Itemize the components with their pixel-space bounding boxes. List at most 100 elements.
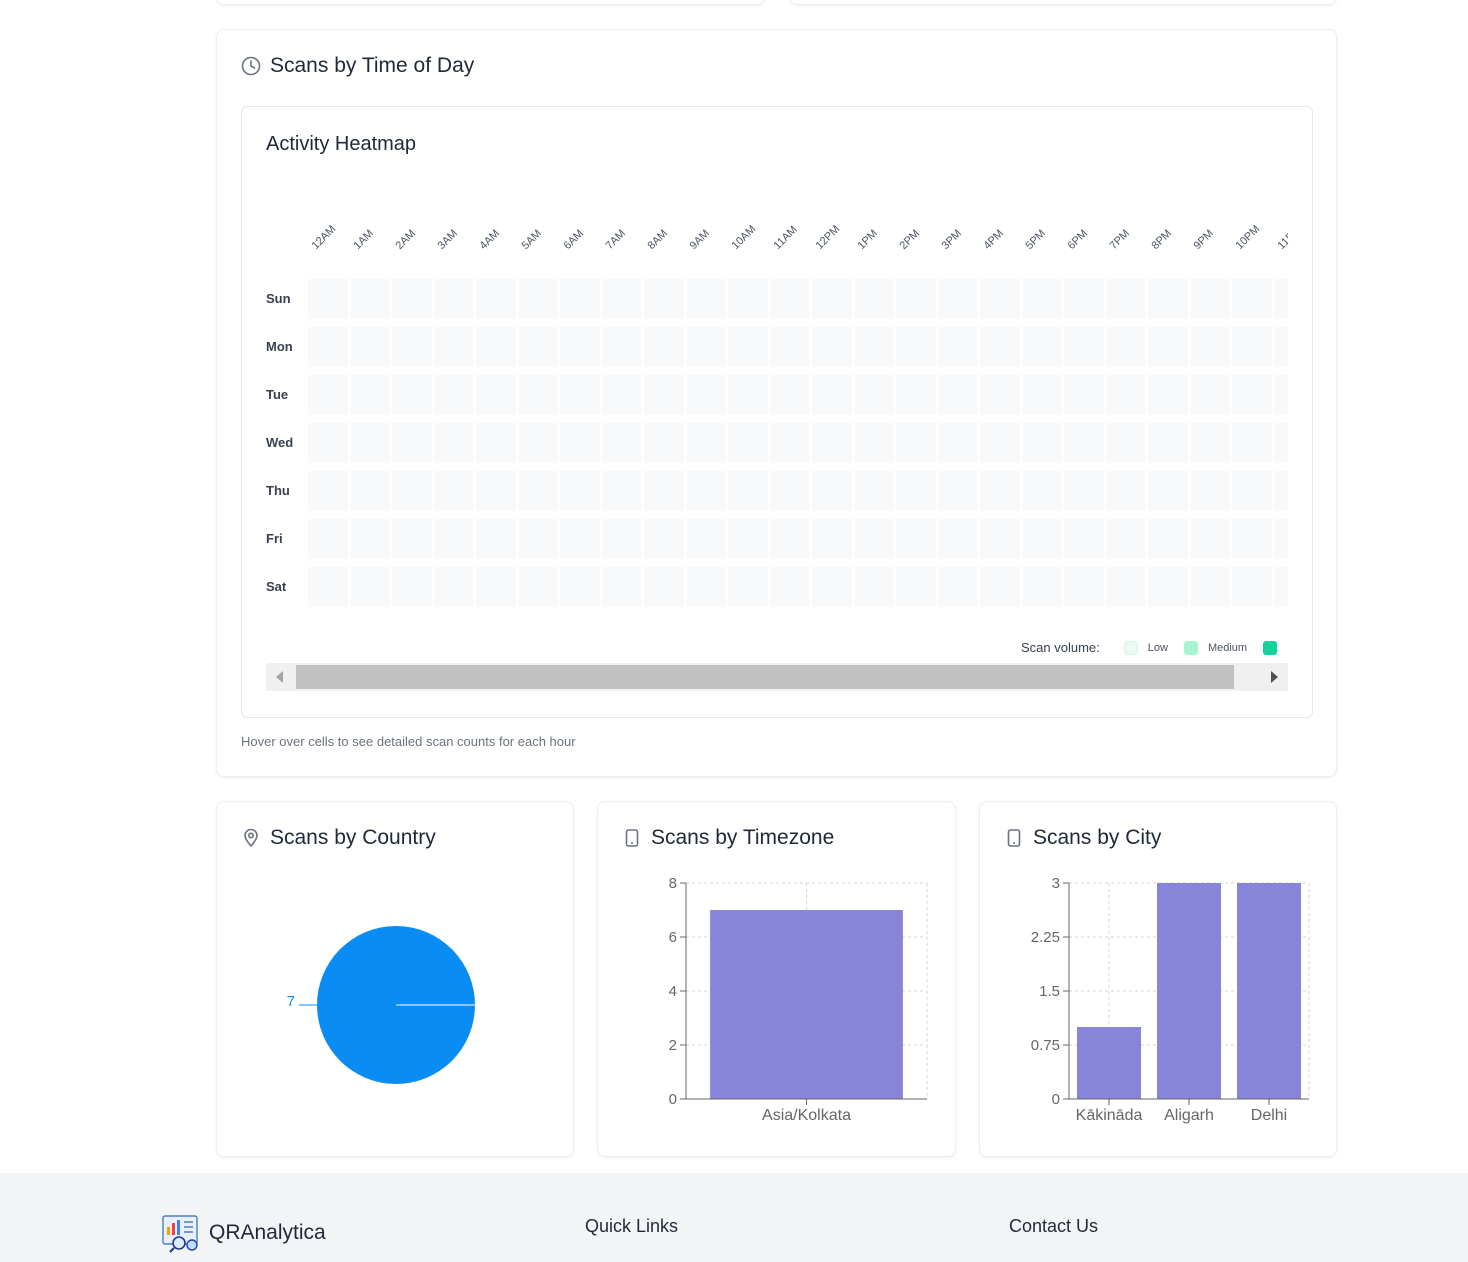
heatmap-cell[interactable]	[1022, 375, 1062, 415]
heatmap-cell[interactable]	[560, 327, 600, 367]
heatmap-cell[interactable]	[854, 519, 894, 559]
heatmap-cell[interactable]	[1064, 567, 1104, 607]
heatmap-cell[interactable]	[1190, 375, 1230, 415]
heatmap-cell[interactable]	[980, 423, 1020, 463]
heatmap-cell[interactable]	[896, 375, 936, 415]
heatmap-cell[interactable]	[1190, 471, 1230, 511]
heatmap-cell[interactable]	[560, 471, 600, 511]
heatmap-cell[interactable]	[560, 519, 600, 559]
heatmap-cell[interactable]	[1190, 519, 1230, 559]
heatmap-cell[interactable]	[560, 279, 600, 319]
heatmap-cell[interactable]	[476, 519, 516, 559]
heatmap-cell[interactable]	[728, 567, 768, 607]
heatmap-cell[interactable]	[476, 279, 516, 319]
heatmap-cell[interactable]	[350, 327, 390, 367]
heatmap-scrollbar[interactable]	[266, 663, 1288, 691]
heatmap-cell[interactable]	[392, 519, 432, 559]
heatmap-cell[interactable]	[770, 519, 810, 559]
heatmap-cell[interactable]	[1232, 327, 1272, 367]
heatmap-cell[interactable]	[518, 327, 558, 367]
heatmap-cell[interactable]	[1106, 375, 1146, 415]
heatmap-cell[interactable]	[1064, 375, 1104, 415]
heatmap-cell[interactable]	[1232, 567, 1272, 607]
heatmap-cell[interactable]	[1274, 375, 1288, 415]
heatmap-cell[interactable]	[392, 471, 432, 511]
heatmap-cell[interactable]	[854, 327, 894, 367]
scroll-thumb[interactable]	[296, 665, 1234, 689]
heatmap-cell[interactable]	[770, 279, 810, 319]
heatmap-cell[interactable]	[1106, 423, 1146, 463]
heatmap-cell[interactable]	[770, 567, 810, 607]
heatmap-cell[interactable]	[518, 279, 558, 319]
heatmap-cell[interactable]	[350, 567, 390, 607]
heatmap-cell[interactable]	[1106, 471, 1146, 511]
heatmap-cell[interactable]	[980, 279, 1020, 319]
heatmap-cell[interactable]	[938, 375, 978, 415]
heatmap-cell[interactable]	[1148, 279, 1188, 319]
heatmap-cell[interactable]	[308, 423, 348, 463]
heatmap-cell[interactable]	[1190, 279, 1230, 319]
heatmap-cell[interactable]	[308, 471, 348, 511]
heatmap-cell[interactable]	[1106, 279, 1146, 319]
heatmap-cell[interactable]	[896, 423, 936, 463]
heatmap-cell[interactable]	[896, 471, 936, 511]
heatmap-cell[interactable]	[308, 375, 348, 415]
heatmap-cell[interactable]	[854, 375, 894, 415]
heatmap-cell[interactable]	[686, 279, 726, 319]
heatmap-cell[interactable]	[728, 519, 768, 559]
heatmap-cell[interactable]	[1232, 471, 1272, 511]
heatmap-cell[interactable]	[1148, 423, 1188, 463]
heatmap-cell[interactable]	[896, 567, 936, 607]
heatmap-cell[interactable]	[518, 567, 558, 607]
heatmap-cell[interactable]	[1232, 375, 1272, 415]
heatmap-cell[interactable]	[812, 519, 852, 559]
heatmap-cell[interactable]	[728, 279, 768, 319]
heatmap-cell[interactable]	[1232, 519, 1272, 559]
heatmap-cell[interactable]	[476, 423, 516, 463]
heatmap-cell[interactable]	[938, 567, 978, 607]
heatmap-cell[interactable]	[434, 375, 474, 415]
heatmap-cell[interactable]	[980, 327, 1020, 367]
heatmap-cell[interactable]	[770, 471, 810, 511]
heatmap-cell[interactable]	[602, 471, 642, 511]
heatmap-cell[interactable]	[812, 423, 852, 463]
heatmap-cell[interactable]	[1190, 567, 1230, 607]
heatmap-cell[interactable]	[770, 423, 810, 463]
heatmap-cell[interactable]	[686, 327, 726, 367]
heatmap-cell[interactable]	[1064, 279, 1104, 319]
heatmap-cell[interactable]	[434, 279, 474, 319]
heatmap-cell[interactable]	[476, 327, 516, 367]
heatmap-cell[interactable]	[1274, 327, 1288, 367]
heatmap-cell[interactable]	[686, 567, 726, 607]
heatmap-cell[interactable]	[1148, 519, 1188, 559]
heatmap-cell[interactable]	[1064, 423, 1104, 463]
heatmap-cell[interactable]	[728, 327, 768, 367]
heatmap-cell[interactable]	[644, 471, 684, 511]
heatmap-cell[interactable]	[812, 471, 852, 511]
heatmap-cell[interactable]	[1274, 567, 1288, 607]
heatmap-cell[interactable]	[1232, 279, 1272, 319]
heatmap-cell[interactable]	[812, 375, 852, 415]
heatmap-cell[interactable]	[560, 567, 600, 607]
heatmap-cell[interactable]	[1022, 471, 1062, 511]
heatmap-cell[interactable]	[392, 567, 432, 607]
heatmap-cell[interactable]	[350, 471, 390, 511]
heatmap-cell[interactable]	[602, 567, 642, 607]
heatmap-cell[interactable]	[1274, 279, 1288, 319]
heatmap-cell[interactable]	[644, 327, 684, 367]
heatmap-cell[interactable]	[980, 567, 1020, 607]
heatmap-cell[interactable]	[476, 567, 516, 607]
heatmap-cell[interactable]	[1232, 423, 1272, 463]
heatmap-cell[interactable]	[728, 375, 768, 415]
heatmap-cell[interactable]	[980, 471, 1020, 511]
heatmap-cell[interactable]	[1106, 567, 1146, 607]
heatmap-cell[interactable]	[602, 423, 642, 463]
heatmap-cell[interactable]	[938, 279, 978, 319]
heatmap-cell[interactable]	[854, 279, 894, 319]
scroll-right-icon[interactable]	[1271, 671, 1278, 683]
heatmap-cell[interactable]	[644, 375, 684, 415]
heatmap-cell[interactable]	[602, 519, 642, 559]
heatmap-cell[interactable]	[728, 471, 768, 511]
heatmap-cell[interactable]	[938, 471, 978, 511]
heatmap-cell[interactable]	[560, 375, 600, 415]
